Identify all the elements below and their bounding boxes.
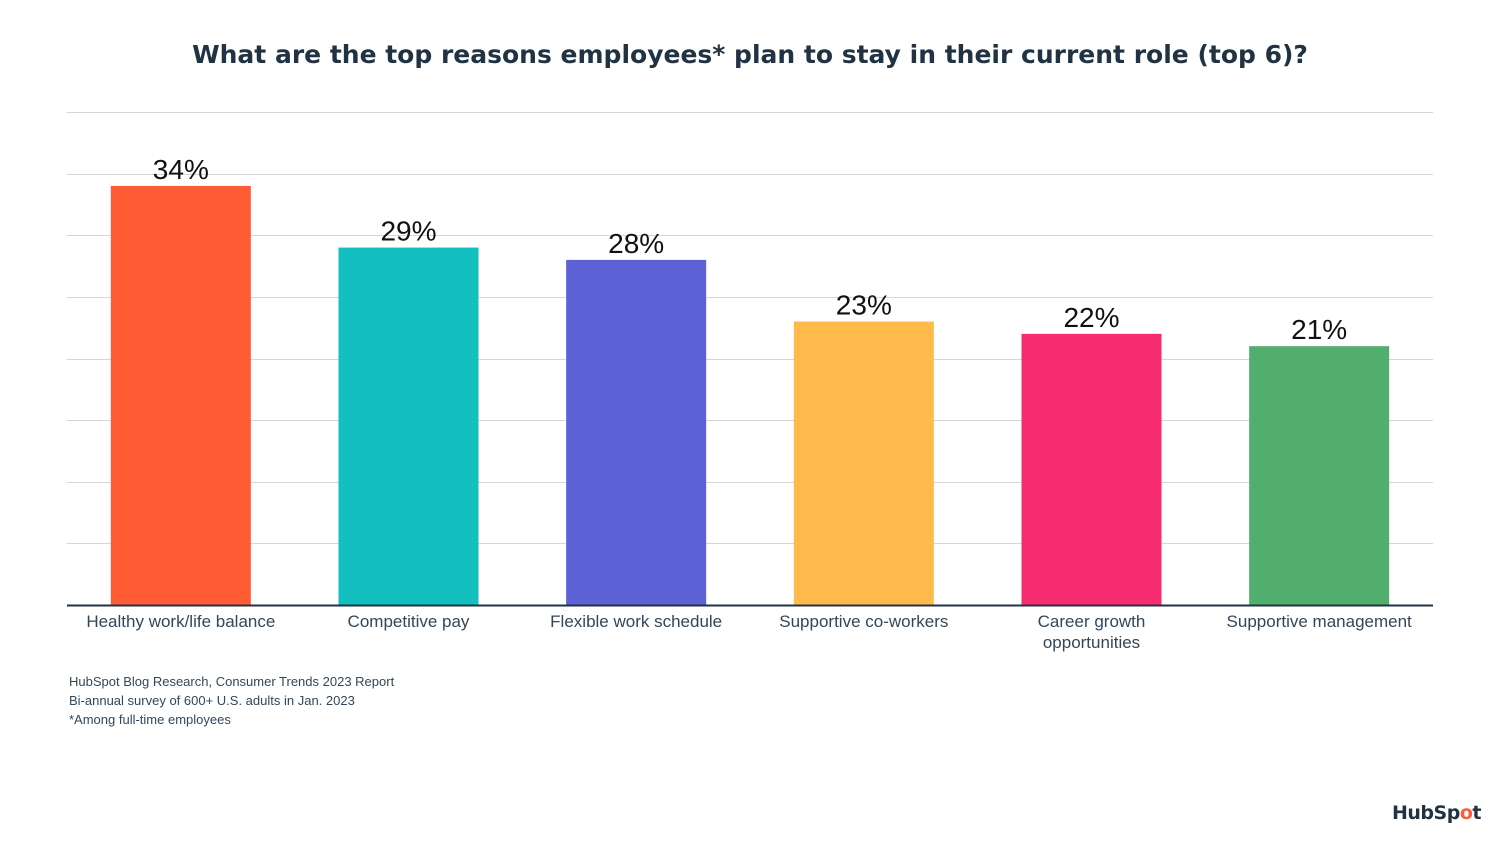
x-tick-label: Supportive co-workers (779, 612, 948, 631)
x-tick-labels: Healthy work/life balance Competitive pay… (86, 612, 1412, 652)
data-label: 22% (1063, 302, 1119, 333)
x-tick-label: Healthy work/life balance (86, 612, 275, 631)
chart-title: What are the top reasons employees* plan… (192, 40, 1308, 69)
sprocket-icon: o (1459, 802, 1473, 824)
x-tick-label-line: opportunities (1043, 633, 1140, 652)
logo-text-start: HubSp (1392, 802, 1460, 824)
bar (1021, 333, 1162, 605)
logo-text-end: t (1472, 802, 1481, 824)
data-label: 23% (836, 290, 892, 321)
x-tick-label-line: Competitive pay (348, 612, 470, 631)
bar (1249, 346, 1390, 605)
footnote-source: HubSpot Blog Research, Consumer Trends 2… (69, 674, 395, 689)
data-labels: 34% 29% 28% 23% 22% 21% (153, 154, 1347, 345)
gridlines (67, 112, 1433, 544)
x-tick-label-line: Healthy work/life balance (86, 612, 275, 631)
x-tick-label-line: Supportive management (1227, 612, 1413, 631)
x-tick-label: Competitive pay (348, 612, 470, 631)
bars (110, 185, 1390, 605)
bar (110, 185, 251, 605)
data-label: 34% (153, 154, 209, 185)
footnote-asterisk: *Among full-time employees (69, 712, 231, 727)
bar-chart: 34% 29% 28% 23% 22% 21% Healthy work/life bal… (67, 112, 1433, 652)
bar (566, 259, 707, 605)
data-label: 21% (1291, 314, 1347, 345)
x-tick-label: Flexible work schedule (550, 612, 722, 631)
footnote-survey: Bi-annual survey of 600+ U.S. adults in … (69, 693, 355, 708)
data-label: 28% (608, 228, 664, 259)
data-label: 29% (380, 216, 436, 247)
x-tick-label-line: Career growth (1038, 612, 1146, 631)
x-tick-label: Career growth opportunities (1038, 612, 1146, 652)
hubspot-logo: HubSpot (1392, 802, 1481, 824)
bar (793, 321, 934, 605)
x-tick-label-line: Supportive co-workers (779, 612, 948, 631)
x-tick-label-line: Flexible work schedule (550, 612, 722, 631)
x-tick-label: Supportive management (1227, 612, 1413, 631)
bar (338, 247, 479, 605)
